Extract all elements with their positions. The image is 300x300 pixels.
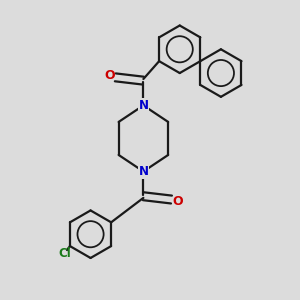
- Text: O: O: [104, 69, 115, 82]
- Text: Cl: Cl: [58, 247, 71, 260]
- Text: O: O: [172, 195, 183, 208]
- Text: N: N: [138, 99, 148, 112]
- Text: N: N: [138, 165, 148, 178]
